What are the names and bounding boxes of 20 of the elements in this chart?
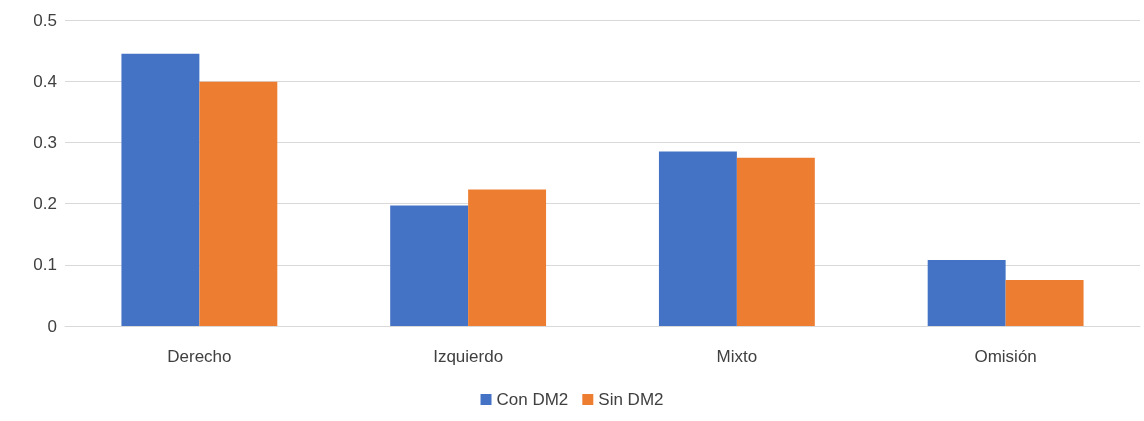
legend-label: Sin DM2 — [598, 390, 664, 409]
bar — [927, 259, 1006, 326]
y-tick-label: 0.4 — [33, 71, 57, 91]
bar — [1005, 280, 1084, 326]
y-tick-label: 0 — [47, 316, 57, 336]
x-tick-label: Derecho — [167, 347, 232, 366]
bar — [658, 151, 737, 326]
bar — [468, 189, 547, 326]
bar — [390, 205, 469, 326]
bar — [121, 53, 200, 326]
y-tick-label: 0.5 — [33, 10, 57, 30]
x-tick-label: Izquierdo — [433, 347, 504, 366]
bar — [736, 157, 815, 326]
legend-label: Con DM2 — [496, 390, 569, 409]
x-tick-label: Omisión — [974, 347, 1037, 366]
y-tick-label: 0.2 — [33, 194, 57, 214]
bar — [199, 81, 278, 326]
y-tick-label: 0.1 — [33, 255, 57, 275]
x-tick-label: Mixto — [716, 347, 758, 366]
y-tick-label: 0.3 — [33, 132, 57, 152]
